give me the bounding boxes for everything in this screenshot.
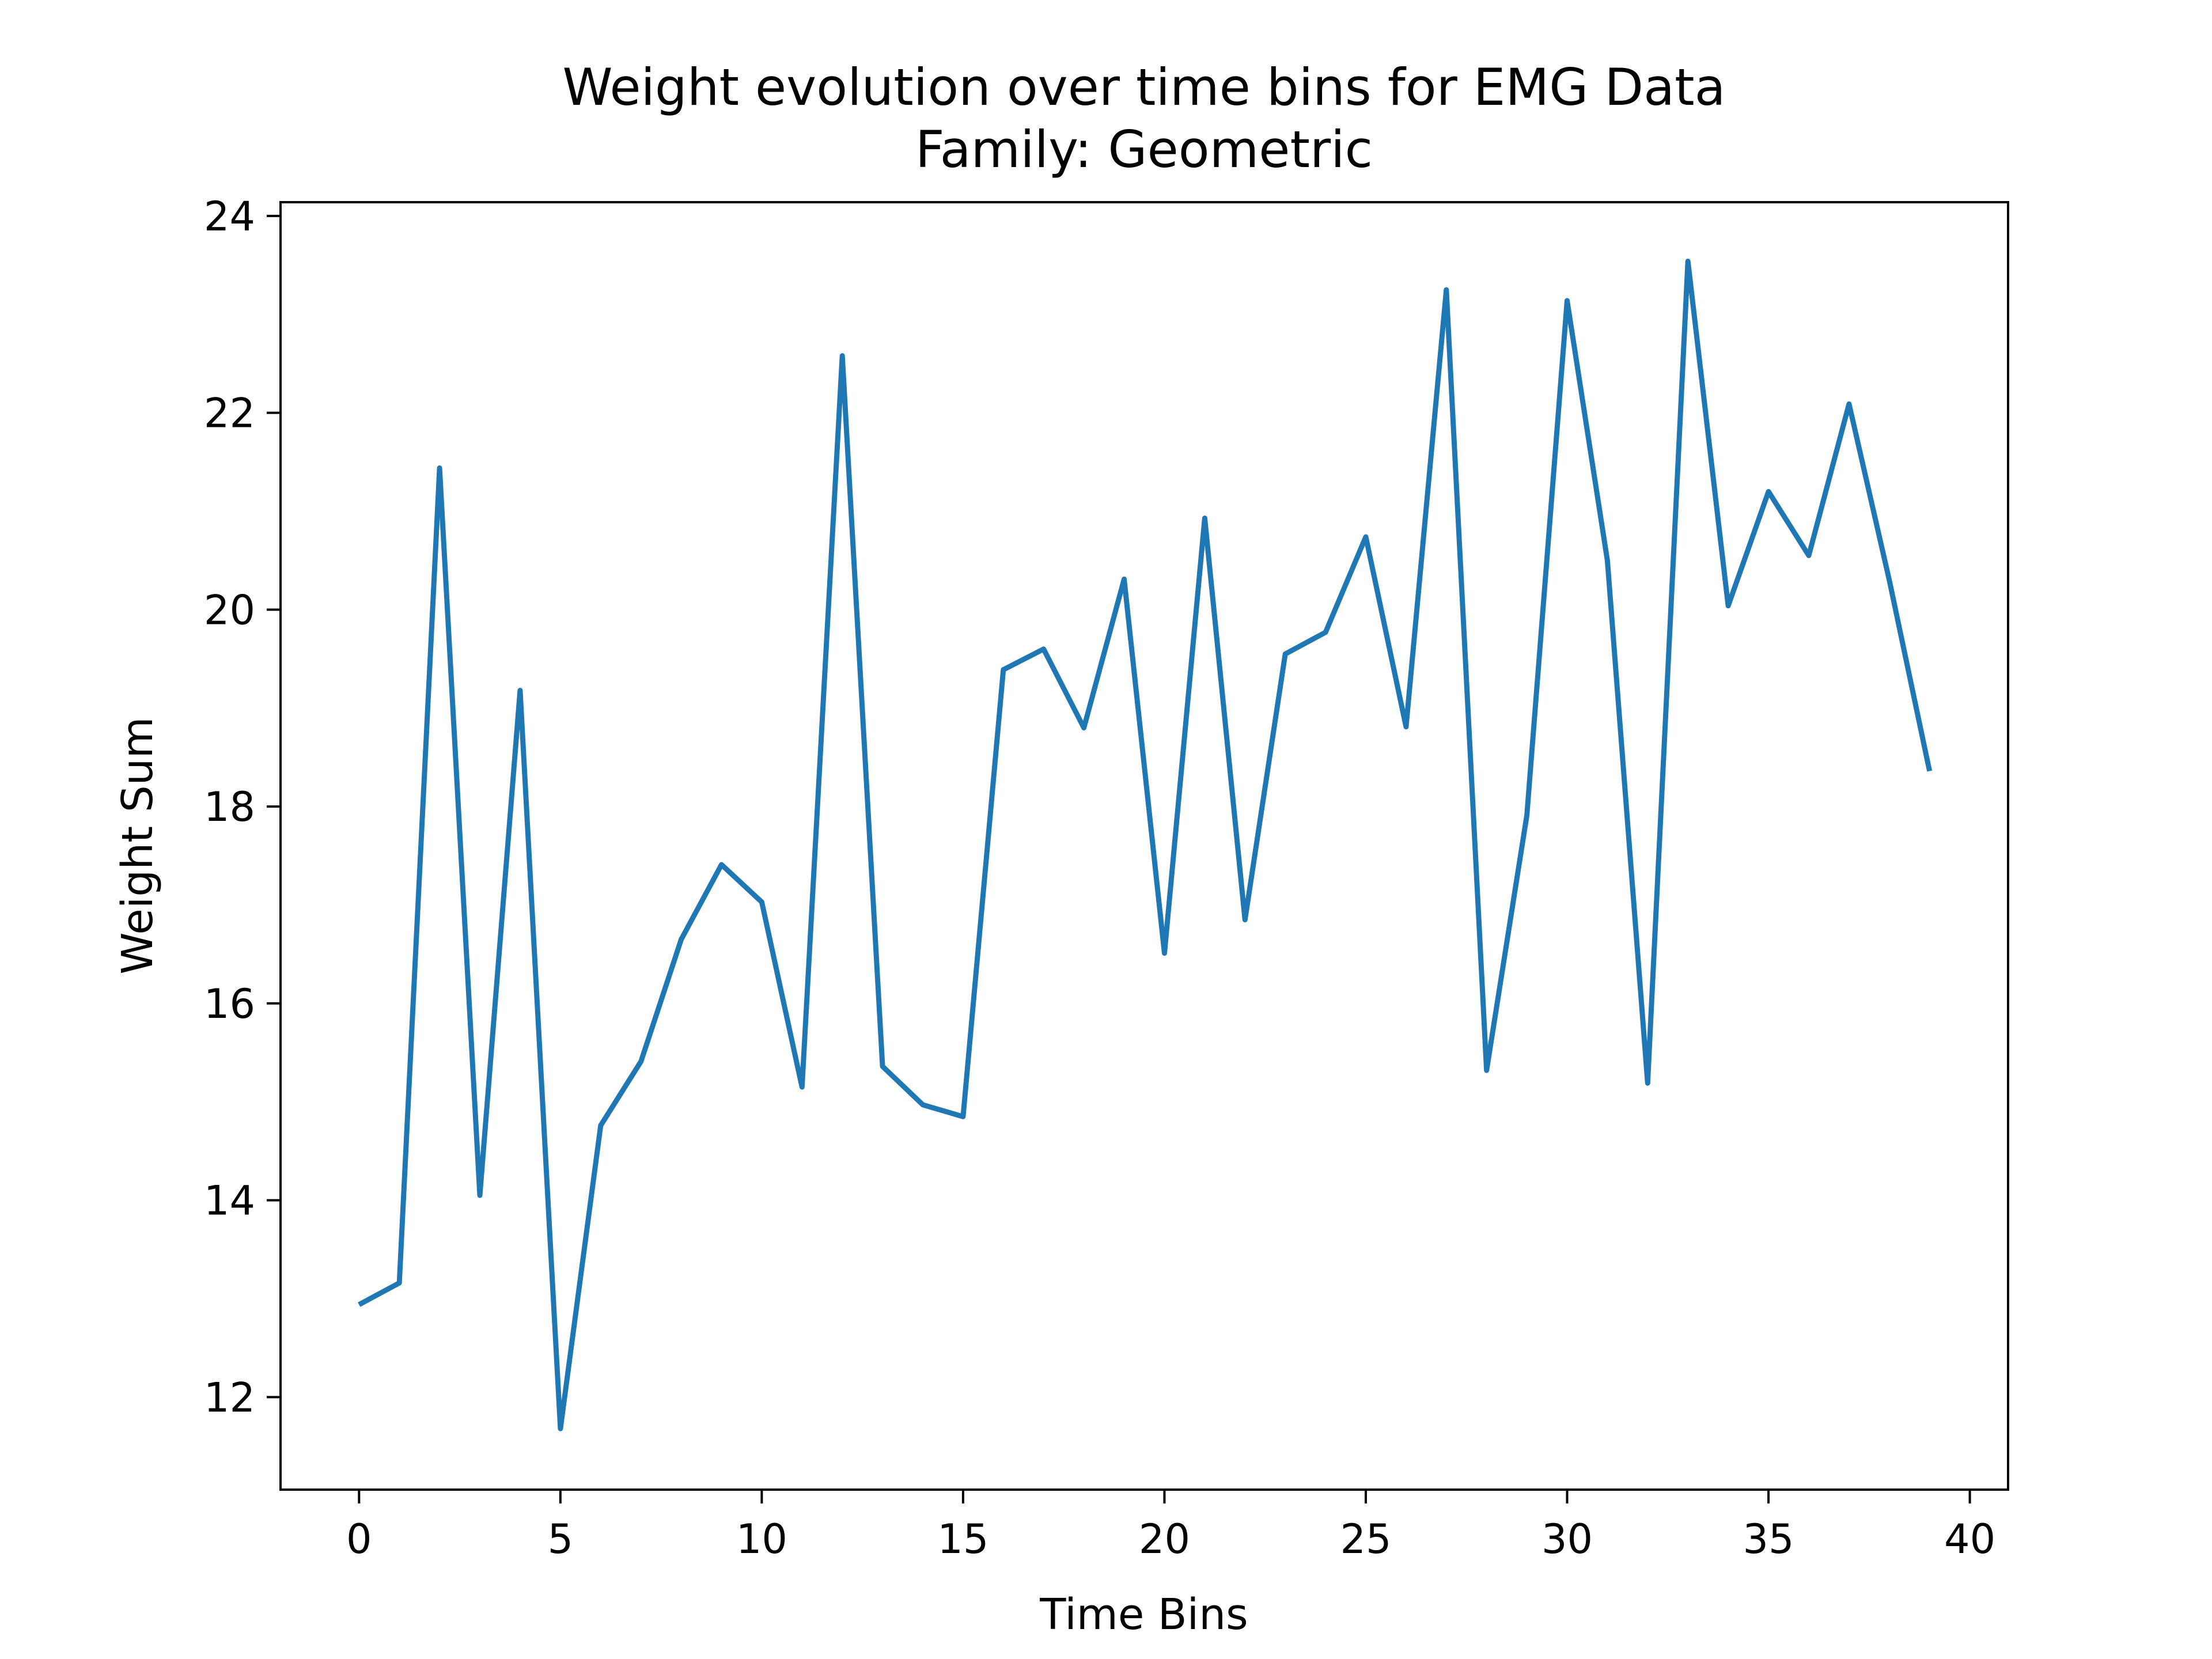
- y-tick-label: 18: [204, 783, 255, 831]
- y-tick-label: 16: [204, 980, 255, 1028]
- y-tick-label: 22: [204, 390, 255, 437]
- x-axis-label: Time Bins: [1039, 1590, 1248, 1639]
- y-axis-label: Weight Sum: [113, 717, 162, 974]
- x-tick-label: 30: [1541, 1516, 1593, 1563]
- x-tick-label: 20: [1139, 1516, 1190, 1563]
- plot-frame: [279, 201, 2009, 1491]
- x-tick-label: 5: [548, 1516, 574, 1563]
- x-tick-label: 15: [937, 1516, 988, 1563]
- y-tick-label: 14: [204, 1177, 255, 1225]
- y-tick-label: 12: [204, 1374, 255, 1421]
- x-axis-ticks: 0 5 10 15 20 25 30 35 40: [346, 1490, 1995, 1563]
- x-tick-label: 0: [346, 1516, 372, 1563]
- x-tick-label: 40: [1944, 1516, 1995, 1563]
- x-tick-label: 10: [736, 1516, 787, 1563]
- chart-subtitle: Family: Geometric: [915, 120, 1373, 179]
- x-tick-label: 35: [1743, 1516, 1794, 1563]
- y-tick-label: 24: [204, 193, 255, 240]
- y-tick-label: 20: [204, 586, 255, 634]
- chart-title: Weight evolution over time bins for EMG …: [562, 58, 1725, 117]
- series-line: [358, 259, 1933, 1431]
- y-axis-ticks: 12 14 16 18 20 22 24: [204, 193, 281, 1421]
- x-tick-label: 25: [1340, 1516, 1391, 1563]
